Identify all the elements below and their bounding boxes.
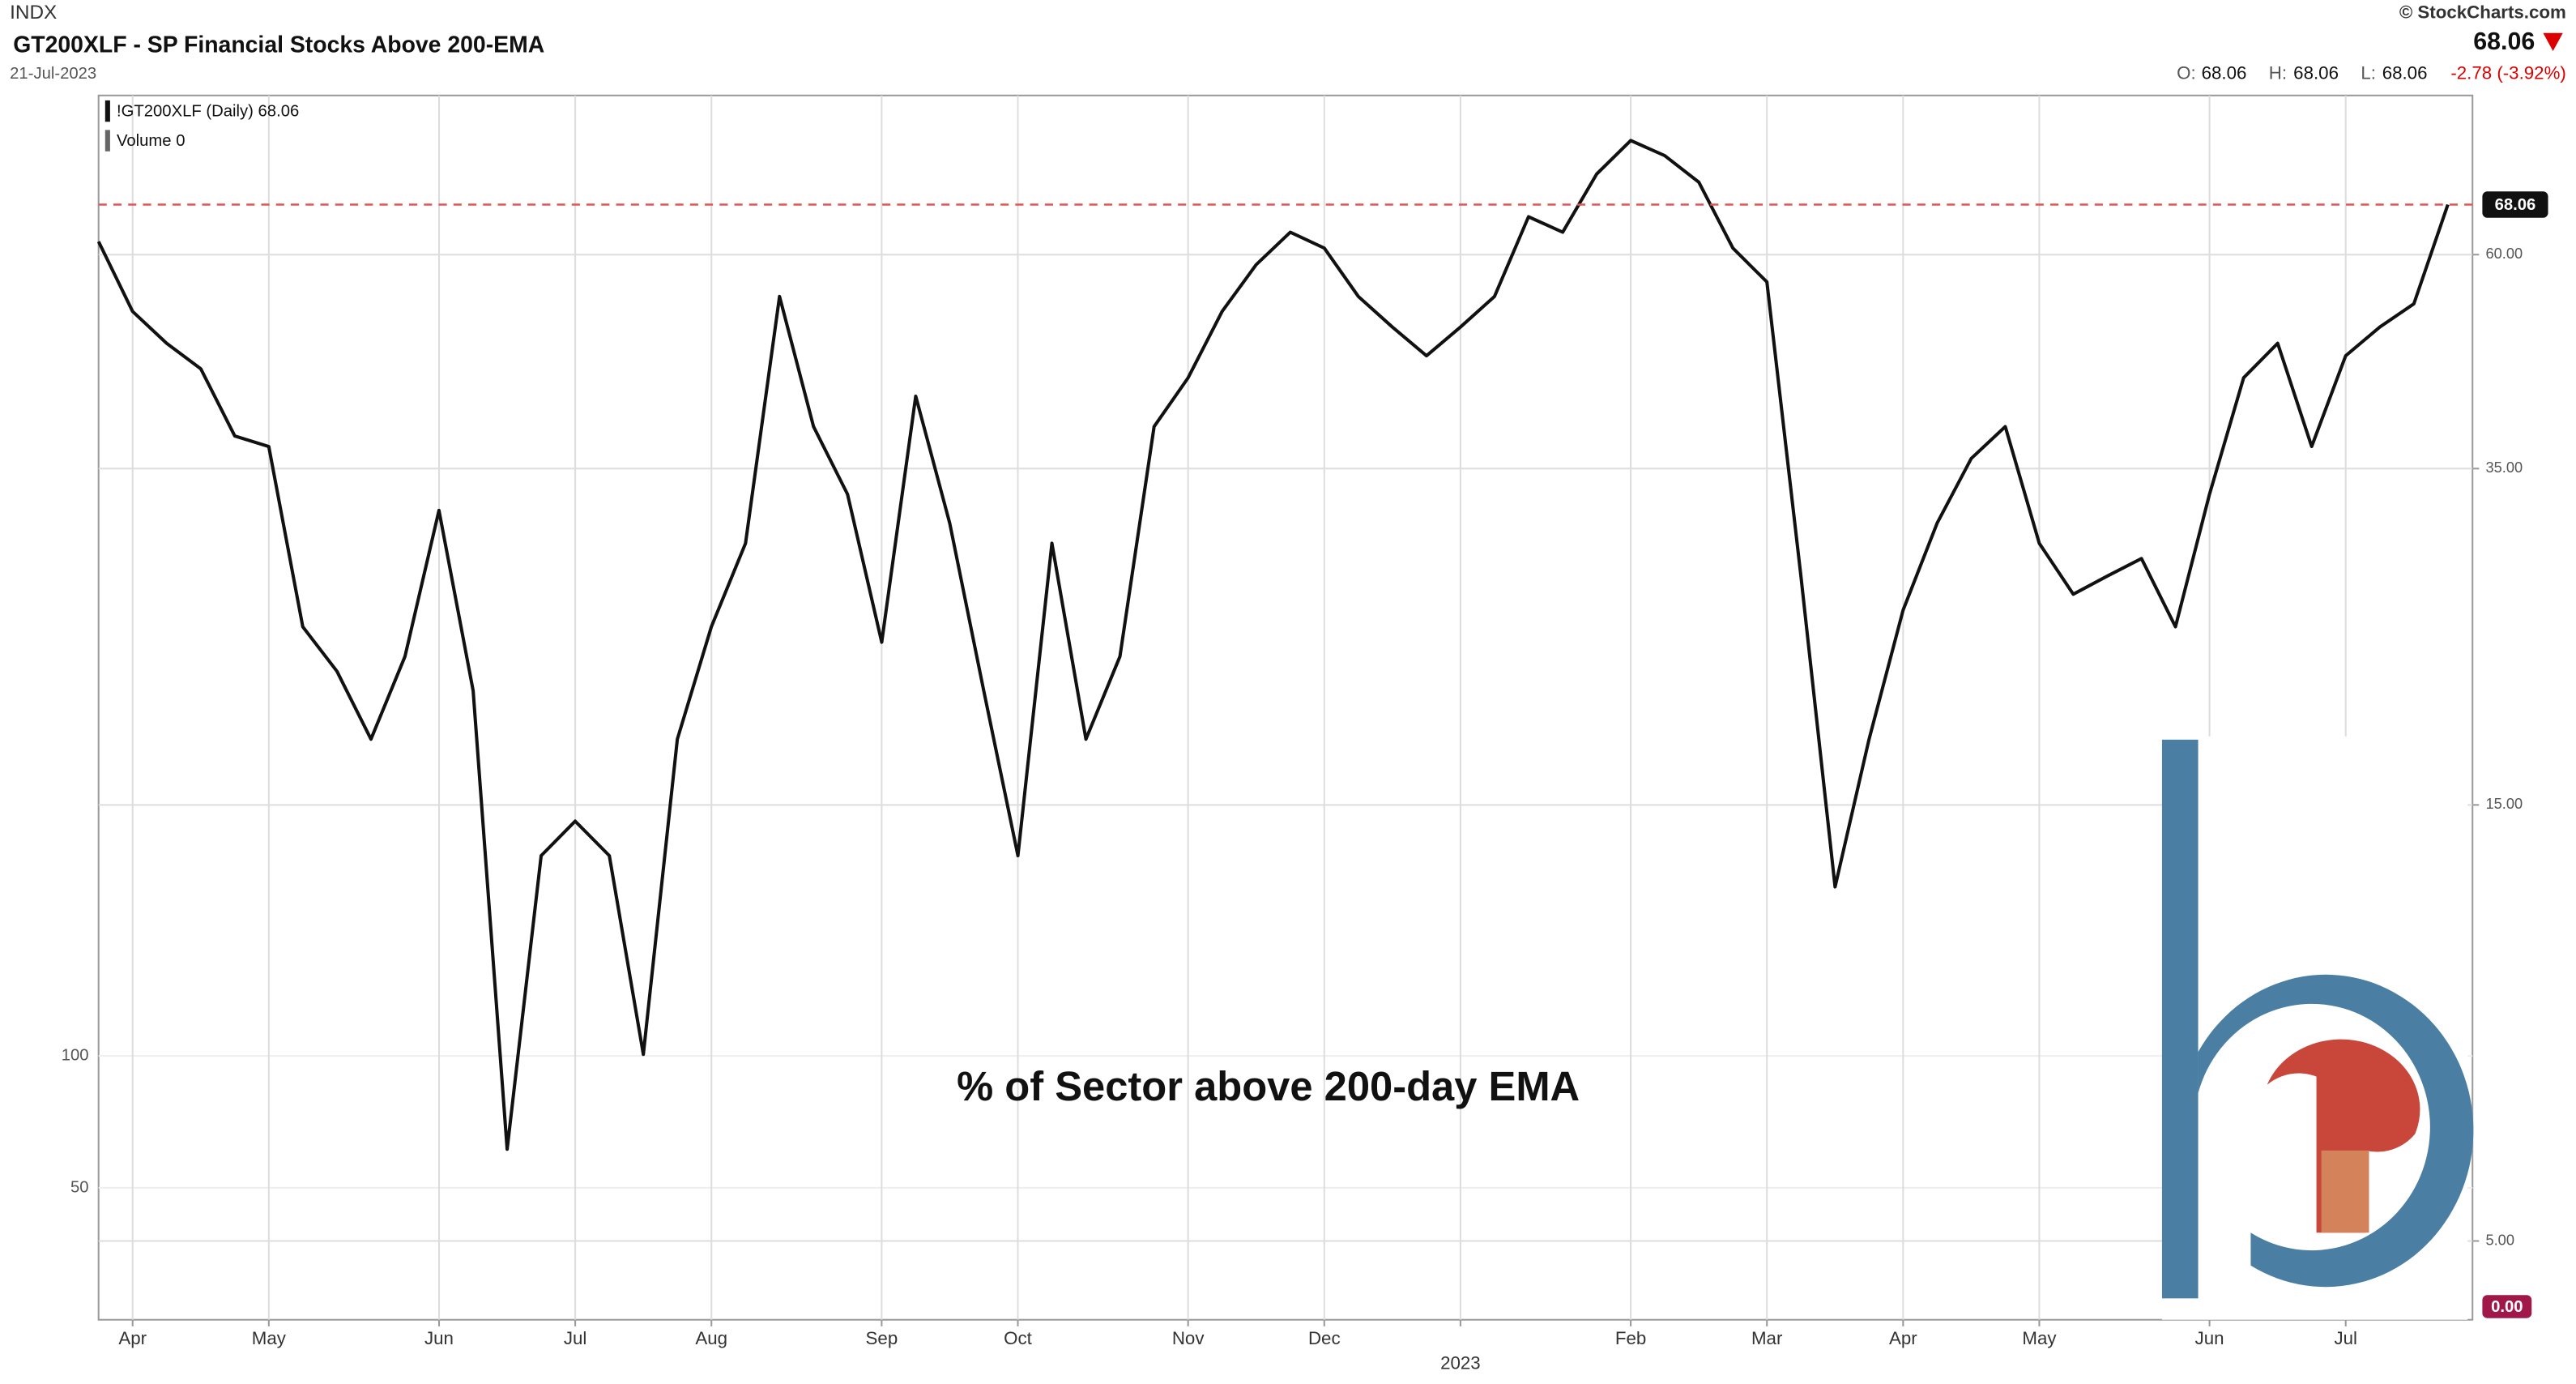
y-tick-label: 5.00: [2485, 1231, 2514, 1248]
last-price: 68.06: [2473, 28, 2535, 55]
open: 68.06: [2202, 62, 2247, 83]
volume-badge: 0.00: [2491, 1298, 2523, 1316]
y-tick-label: 35.00: [2485, 459, 2523, 476]
x-tick-label: May: [2022, 1328, 2057, 1348]
x-tick-label: Oct: [1004, 1328, 1032, 1348]
x-tick-label: Mar: [1751, 1328, 1783, 1348]
high: 68.06: [2293, 62, 2339, 83]
exchange: INDX: [10, 2, 57, 23]
plot-frame: [97, 94, 2474, 1321]
down-arrow: [2543, 32, 2563, 52]
x-tick-label: Dec: [1308, 1328, 1341, 1348]
logo: [2161, 736, 2474, 1320]
x-tick-label: Apr: [118, 1328, 147, 1348]
legend-entry: Volume 0: [117, 132, 186, 150]
date: 21-Jul-2023: [10, 65, 96, 83]
logo-stem: [2161, 739, 2199, 1299]
x-tick-label: Aug: [695, 1328, 727, 1348]
x-tick-label: May: [252, 1328, 287, 1348]
y-tick-label: 15.00: [2485, 795, 2523, 812]
logo-bowl: [2198, 974, 2474, 1288]
x-tick-label: Feb: [1615, 1328, 1646, 1348]
price-line: [96, 139, 2450, 1151]
marks: 68.06: [96, 139, 2548, 1151]
x-tick-label: Nov: [1172, 1328, 1205, 1348]
grid: 5.00 15.00 35.00 60.00 50 100 Apr May Jun Jul Aug S…: [62, 95, 2523, 1373]
x-tick-label: Jul: [564, 1328, 587, 1348]
legend-swatch: [104, 100, 110, 122]
x-tick-label: Jul: [2334, 1328, 2357, 1348]
change: -2.78 (-3.92%): [2450, 62, 2566, 83]
x-tick-label: 2023: [1440, 1352, 1481, 1373]
low-label: L:: [2361, 62, 2376, 83]
annotation: % of Sector above 200-day EMA: [957, 1063, 1580, 1109]
price-badge-bg: [2482, 191, 2548, 218]
legend-entry: !GT200XLF (Daily) 68.06: [117, 102, 299, 120]
x-tick-label: Sep: [866, 1328, 898, 1348]
legend-swatch: [104, 130, 110, 152]
price-badge: 68.06: [2495, 196, 2536, 214]
volume-tick-label: 100: [62, 1046, 89, 1064]
x-tick-label: Jun: [424, 1328, 454, 1348]
open-label: O:: [2177, 62, 2196, 83]
logo-leg: [2321, 1150, 2369, 1233]
volume-tick-label: 50: [70, 1178, 89, 1196]
volume-badge-bg: [2482, 1295, 2532, 1318]
high-label: H:: [2269, 62, 2287, 83]
x-tick-label: Apr: [1889, 1328, 1917, 1348]
y-tick-label: 60.00: [2485, 245, 2523, 262]
low: 68.06: [2382, 62, 2428, 83]
logo-arch: [2267, 1039, 2420, 1233]
x-tick-label: Jun: [2195, 1328, 2224, 1348]
brand: © StockCharts.com: [2399, 2, 2566, 22]
chart-title: GT200XLF - SP Financial Stocks Above 200…: [13, 32, 544, 58]
